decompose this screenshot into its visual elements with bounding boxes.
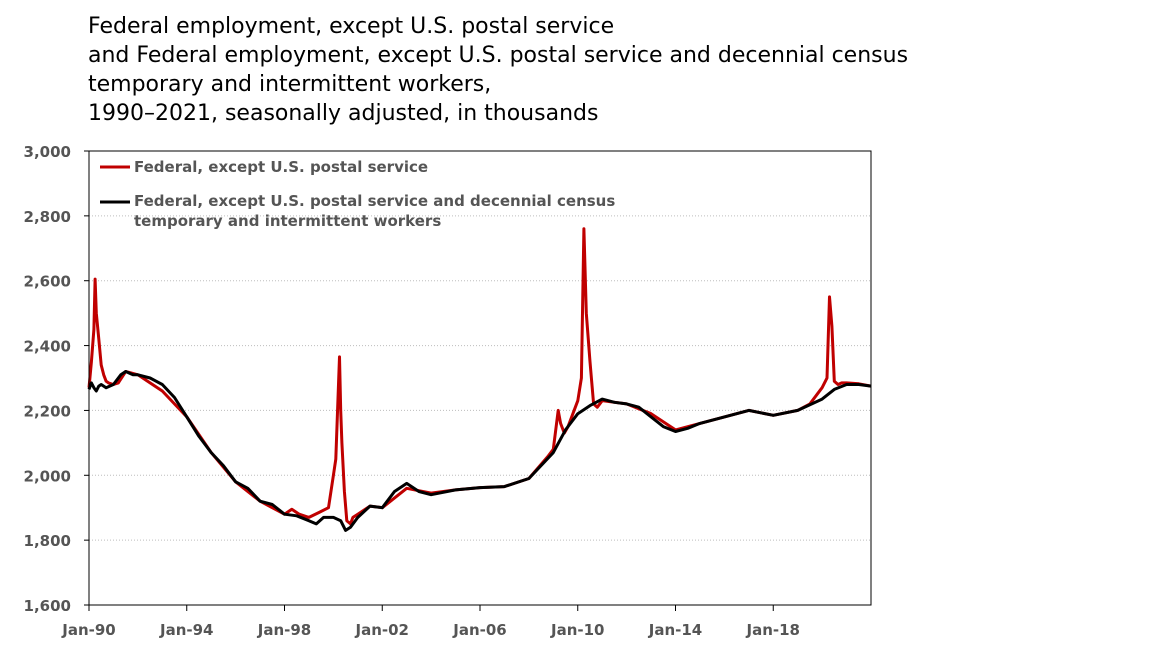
x-tick-label: Jan-14 xyxy=(648,621,702,639)
legend-label-line-1: Federal, except U.S. postal service and … xyxy=(134,192,615,210)
x-tick-label: Jan-94 xyxy=(159,621,213,639)
chart-title: Federal employment, except U.S. postal s… xyxy=(88,12,908,128)
plot-frame xyxy=(88,150,872,606)
title-line-4: 1990–2021, seasonally adjusted, in thous… xyxy=(88,101,599,126)
legend: Federal, except U.S. postal service Fede… xyxy=(100,158,621,230)
y-tick-label: 2,800 xyxy=(24,208,71,226)
x-tick-label: Jan-06 xyxy=(452,621,506,639)
y-axis-ticks: 1,600 1,800 2,000 2,200 2,400 2,600 2,800 3,000 xyxy=(24,143,89,615)
y-tick-label: 2,000 xyxy=(24,467,71,485)
title-line-3: temporary and intermittent workers, xyxy=(88,72,492,97)
legend-label-line-2: temporary and intermittent workers xyxy=(134,212,441,230)
title-line-2: and Federal employment, except U.S. post… xyxy=(88,43,909,68)
title-line-1: Federal employment, except U.S. postal s… xyxy=(88,14,615,39)
x-tick-label: Jan-02 xyxy=(355,621,409,639)
series-line-federal-except-postal xyxy=(87,227,872,526)
y-tick-label: 2,200 xyxy=(24,402,71,420)
y-tick-label: 1,800 xyxy=(24,532,71,550)
x-axis-ticks: Jan-90 Jan-94 Jan-98 Jan-02 Jan-06 Jan-10 Jan-… xyxy=(61,605,800,639)
gridlines xyxy=(89,215,871,541)
x-tick-label: Jan-18 xyxy=(746,621,800,639)
x-tick-label: Jan-98 xyxy=(257,621,311,639)
y-tick-label: 2,600 xyxy=(24,273,71,291)
legend-label-federal-except-postal-and-census: Federal, except U.S. postal service and … xyxy=(134,192,621,230)
y-tick-label: 3,000 xyxy=(24,143,71,161)
y-tick-label: 1,600 xyxy=(24,597,71,615)
legend-label-federal-except-postal: Federal, except U.S. postal service xyxy=(134,158,428,176)
series-line-federal-except-postal-and-census xyxy=(87,370,872,532)
y-tick-label: 2,400 xyxy=(24,338,71,356)
series-lines xyxy=(87,227,872,532)
x-tick-label: Jan-90 xyxy=(61,621,115,639)
x-tick-label: Jan-10 xyxy=(550,621,604,639)
